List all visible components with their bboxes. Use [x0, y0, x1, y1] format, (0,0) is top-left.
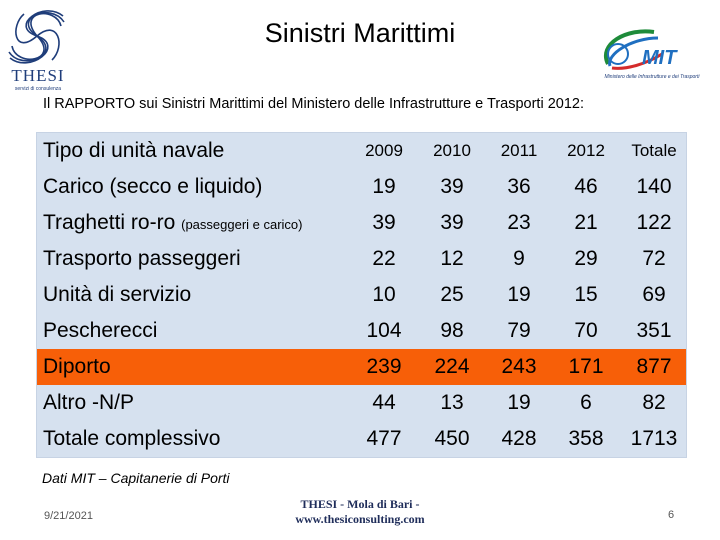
- row-value: 25: [440, 283, 464, 306]
- table-row: Altro -N/P 44 13 19 6 82: [37, 385, 686, 421]
- row-value: 15: [574, 283, 598, 306]
- footer-date: 9/21/2021: [44, 510, 93, 522]
- table-row: Pescherecci 104 98 79 70 351: [37, 313, 686, 349]
- table-row: Trasporto passeggeri 22 12 9 29 72: [37, 241, 686, 277]
- incidents-table: Tipo di unità navale 2009 2010 2011 2012…: [36, 132, 687, 458]
- row-value: 36: [507, 175, 531, 198]
- row-value: 10: [372, 283, 396, 306]
- row-value: 12: [440, 247, 464, 270]
- header-col-2010: 2010: [433, 141, 471, 160]
- footer-company: THESI - Mola di Bari - www.thesiconsulti…: [270, 497, 450, 527]
- header-col-2009: 2009: [365, 141, 403, 160]
- row-value: 29: [574, 247, 598, 270]
- table-row: Carico (secco e liquido) 19 39 36 46 140: [37, 169, 686, 205]
- footer-company-line1: THESI - Mola di Bari -: [300, 497, 420, 511]
- row-value: 122: [636, 211, 672, 234]
- row-value: 1713: [630, 427, 678, 450]
- header-col-totale: Totale: [631, 141, 677, 160]
- row-value: 69: [642, 283, 666, 306]
- footer-company-url: www.thesiconsulting.com: [295, 512, 425, 526]
- row-value: 351: [636, 319, 672, 342]
- row-value: 39: [440, 211, 464, 234]
- thesi-swirl-icon: [8, 10, 65, 64]
- svg-text:MIT: MIT: [642, 47, 678, 69]
- header-col-2012: 2012: [567, 141, 605, 160]
- row-value: 877: [636, 355, 672, 378]
- row-value: 98: [440, 319, 464, 342]
- thesi-logo-caption: servizi di consulenza: [14, 86, 62, 92]
- row-value: 39: [372, 211, 396, 234]
- row-label: Traghetti ro-ro (passeggeri e carico): [43, 205, 303, 241]
- row-label-main: Traghetti ro-ro: [43, 211, 182, 234]
- row-label: Pescherecci: [43, 319, 158, 342]
- page-number: 6: [668, 509, 675, 521]
- header-col-2011: 2011: [500, 141, 538, 160]
- row-value: 72: [642, 247, 666, 270]
- table-row-total: Totale complessivo 477 450 428 358 1713: [37, 421, 686, 457]
- row-value: 428: [501, 427, 537, 450]
- row-value: 243: [501, 355, 537, 378]
- row-label: Diporto: [43, 355, 111, 378]
- thesi-logo-text: THESI: [11, 66, 65, 85]
- row-value: 224: [434, 355, 470, 378]
- row-value: 21: [574, 211, 598, 234]
- thesi-logo: THESI servizi di consulenza: [6, 6, 68, 96]
- row-value: 104: [366, 319, 402, 342]
- row-value: 46: [574, 175, 598, 198]
- report-subtitle: Il RAPPORTO sui Sinistri Marittimi del M…: [43, 96, 584, 112]
- data-source-note: Dati MIT – Capitanerie di Porti: [42, 470, 230, 486]
- mit-logo-icon: MIT: [604, 29, 678, 70]
- mit-logo-caption: Ministero delle Infrastrutture e dei Tra…: [604, 74, 700, 80]
- row-value: 358: [568, 427, 604, 450]
- row-label-note: (passeggeri e carico): [181, 217, 303, 232]
- row-value: 70: [574, 319, 598, 342]
- row-value: 13: [440, 391, 464, 414]
- row-value: 44: [372, 391, 396, 414]
- row-value: 82: [642, 391, 666, 414]
- table-row-highlighted: Diporto 239 224 243 171 877: [37, 349, 686, 385]
- row-value: 171: [568, 355, 604, 378]
- row-value: 19: [507, 283, 531, 306]
- row-value: 140: [636, 175, 672, 198]
- row-value: 6: [580, 391, 592, 414]
- row-value: 79: [507, 319, 531, 342]
- row-value: 9: [513, 247, 525, 270]
- table-row: Unità di servizio 10 25 19 15 69: [37, 277, 686, 313]
- row-value: 19: [372, 175, 396, 198]
- row-value: 239: [366, 355, 402, 378]
- row-value: 19: [507, 391, 531, 414]
- row-value: 22: [372, 247, 396, 270]
- row-value: 23: [507, 211, 531, 234]
- row-label: Totale complessivo: [43, 427, 221, 450]
- row-value: 477: [366, 427, 402, 450]
- row-label: Unità di servizio: [43, 283, 192, 306]
- header-label: Tipo di unità navale: [43, 139, 225, 162]
- row-value: 450: [434, 427, 470, 450]
- table-header-row: Tipo di unità navale 2009 2010 2011 2012…: [37, 133, 686, 169]
- row-value: 39: [440, 175, 464, 198]
- table-row: Traghetti ro-ro (passeggeri e carico) 39…: [37, 205, 686, 241]
- page-title: Sinistri Marittimi: [264, 18, 456, 48]
- mit-logo: MIT Ministero delle Infrastrutture e dei…: [596, 24, 706, 86]
- row-label: Carico (secco e liquido): [43, 175, 263, 198]
- row-label: Altro -N/P: [43, 391, 135, 414]
- row-label: Trasporto passeggeri: [43, 247, 241, 270]
